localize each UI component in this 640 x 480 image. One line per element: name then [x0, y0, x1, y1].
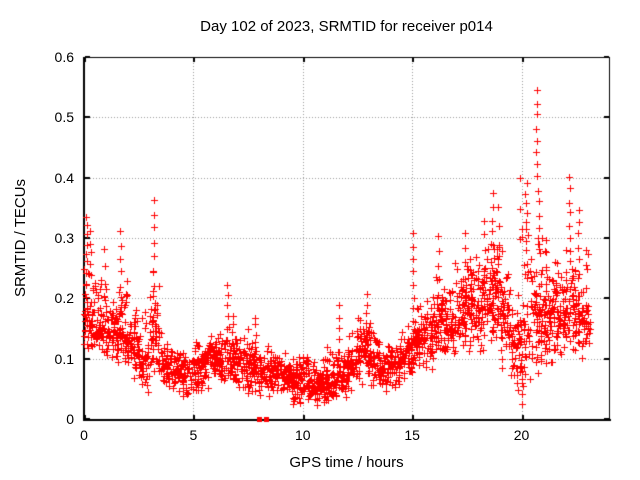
- x-tick-label: 20: [513, 427, 530, 443]
- y-tick-label: 0.3: [54, 230, 74, 246]
- x-axis-label: GPS time / hours: [289, 454, 404, 471]
- chart-title: Day 102 of 2023, SRMTID for receiver p01…: [200, 18, 493, 35]
- y-tick-label: 0.4: [54, 169, 74, 186]
- x-tick-label: 10: [294, 427, 311, 443]
- y-tick-label: 0: [66, 411, 74, 427]
- x-tick-label: 5: [189, 427, 198, 443]
- x-tick-label: 15: [404, 427, 420, 443]
- y-tick-label: 0.5: [54, 109, 74, 126]
- x-tick-label: 0: [80, 427, 88, 443]
- y-tick-label: 0.2: [54, 290, 74, 307]
- y-tick-label: 0.1: [54, 350, 74, 367]
- y-tick-label: 0.6: [54, 49, 74, 65]
